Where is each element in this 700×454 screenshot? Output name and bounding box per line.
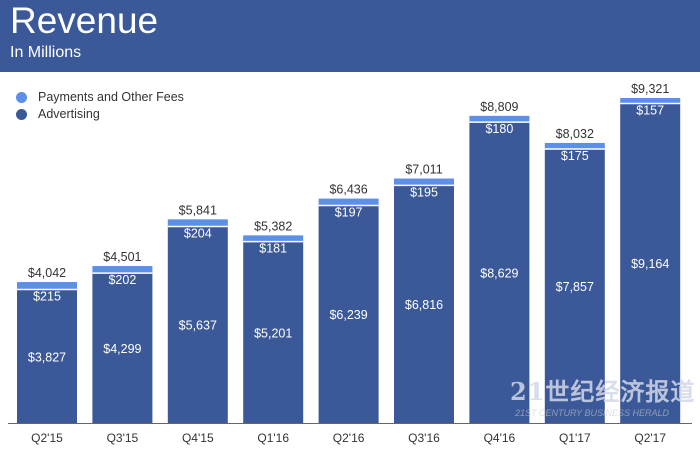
watermark-subtext: 21ST CENTURY BUSINESS HERALD [515, 408, 670, 418]
data-label-payments: $175 [561, 149, 589, 163]
data-label-advertising: $9,164 [631, 257, 669, 271]
bar-advertising [92, 273, 153, 423]
legend-swatch-advertising [16, 109, 27, 120]
bar-payments [620, 98, 681, 104]
bar-payments [167, 219, 228, 227]
data-label-payments: $204 [184, 226, 212, 240]
data-label-advertising: $4,299 [103, 342, 141, 356]
x-tick-label: Q1'16 [257, 431, 289, 445]
legend-item-advertising: Advertising [16, 106, 184, 123]
bar-payments [92, 266, 153, 274]
data-label-payments: $197 [335, 205, 363, 219]
bar-payments [318, 198, 379, 206]
data-label-advertising: $6,239 [329, 308, 367, 322]
data-label-total: $4,042 [28, 266, 66, 280]
data-label-advertising: $8,629 [480, 267, 518, 281]
legend-label: Advertising [38, 107, 100, 121]
bar-advertising [243, 241, 304, 423]
bar-advertising [544, 149, 605, 423]
x-tick-label: Q1'17 [559, 431, 591, 445]
data-label-total: $7,011 [405, 163, 442, 177]
x-tick-label: Q3'16 [408, 431, 440, 445]
x-tick-label: Q2'17 [634, 431, 666, 445]
bar-payments [17, 282, 77, 290]
data-label-payments: $215 [33, 290, 61, 304]
chart-title: Revenue [10, 0, 159, 41]
x-tick-label: Q2'15 [31, 431, 63, 445]
data-label-total: $8,032 [556, 127, 594, 141]
data-label-total: $5,841 [179, 203, 217, 217]
bar-advertising [469, 122, 530, 424]
bar-payments [243, 235, 304, 242]
bar-payments [544, 142, 605, 150]
legend-swatch-payments [16, 92, 27, 103]
data-label-advertising: $5,637 [179, 319, 217, 333]
watermark: 21世纪经济报道 [510, 377, 696, 406]
bar-advertising [17, 289, 77, 423]
bar-payments [469, 115, 530, 123]
bar-advertising [318, 205, 379, 423]
x-tick-label: Q3'15 [107, 431, 139, 445]
data-label-total: $4,501 [103, 250, 141, 264]
data-label-payments: $202 [108, 273, 136, 287]
data-label-payments: $195 [410, 185, 438, 199]
x-tick-label: Q4'15 [182, 431, 214, 445]
x-tick-label: Q2'16 [333, 431, 365, 445]
bar-payments [394, 178, 454, 186]
data-label-payments: $180 [485, 122, 513, 136]
data-label-total: $8,809 [480, 100, 518, 114]
data-label-payments: $157 [636, 103, 664, 117]
chart-subtitle: In Millions [10, 44, 82, 61]
data-label-advertising: $3,827 [28, 350, 66, 364]
data-label-advertising: $5,201 [254, 326, 292, 340]
data-label-total: $9,321 [631, 82, 669, 96]
legend-item-payments: Payments and Other Fees [16, 89, 184, 106]
header-banner: Revenue In Millions [0, 0, 700, 72]
bar-advertising [620, 103, 681, 424]
bar-advertising [394, 185, 454, 423]
data-label-advertising: $7,857 [556, 280, 594, 294]
bar-advertising [167, 226, 228, 423]
x-tick-label: Q4'16 [484, 431, 516, 445]
data-label-total: $5,382 [254, 219, 292, 233]
data-label-advertising: $6,816 [405, 298, 443, 312]
data-label-payments: $181 [259, 242, 287, 256]
legend-label: Payments and Other Fees [38, 90, 184, 104]
legend: Payments and Other Fees Advertising [16, 89, 184, 123]
data-label-total: $6,436 [329, 183, 367, 197]
